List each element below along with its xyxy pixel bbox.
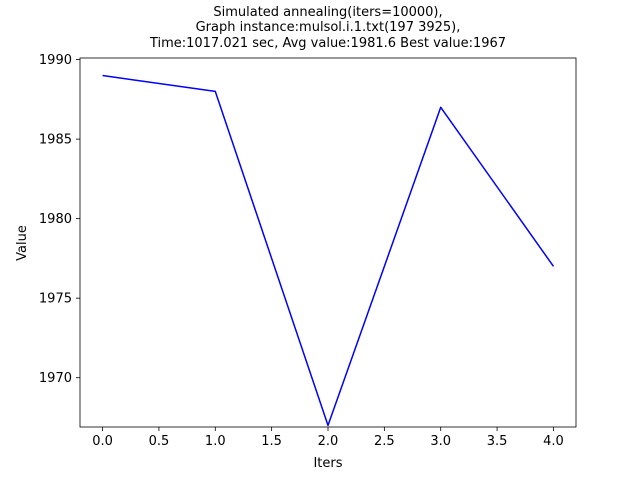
chart-title-line-2: Graph instance:mulsol.i.1.txt(197 3925),	[195, 20, 461, 35]
chart-title-line-3: Time:1017.021 sec, Avg value:1981.6 Best…	[149, 36, 507, 51]
x-tick-label: 0.0	[92, 434, 113, 449]
x-tick-label: 2.5	[374, 434, 395, 449]
series-line-0	[102, 74, 555, 427]
x-tick-label: 3.0	[430, 434, 451, 449]
plot-frame	[79, 57, 577, 428]
x-tick-label: 2.0	[318, 434, 339, 449]
y-tick-label: 1975	[39, 292, 72, 307]
chart-title-line-1: Simulated annealing(iters=10000),	[213, 5, 443, 20]
y-tick-label: 1980	[39, 212, 72, 227]
x-tick-label: 3.5	[487, 434, 508, 449]
y-axis-label: Value	[15, 225, 30, 261]
y-tick-label: 1990	[39, 53, 72, 68]
y-tick-label: 1985	[39, 133, 72, 148]
x-tick-label: 0.5	[149, 434, 170, 449]
x-tick-label: 1.5	[261, 434, 282, 449]
x-tick-label: 4.0	[543, 434, 564, 449]
x-axis-label: Iters	[313, 456, 342, 471]
y-tick-label: 1970	[39, 371, 72, 386]
x-tick-label: 1.0	[205, 434, 226, 449]
